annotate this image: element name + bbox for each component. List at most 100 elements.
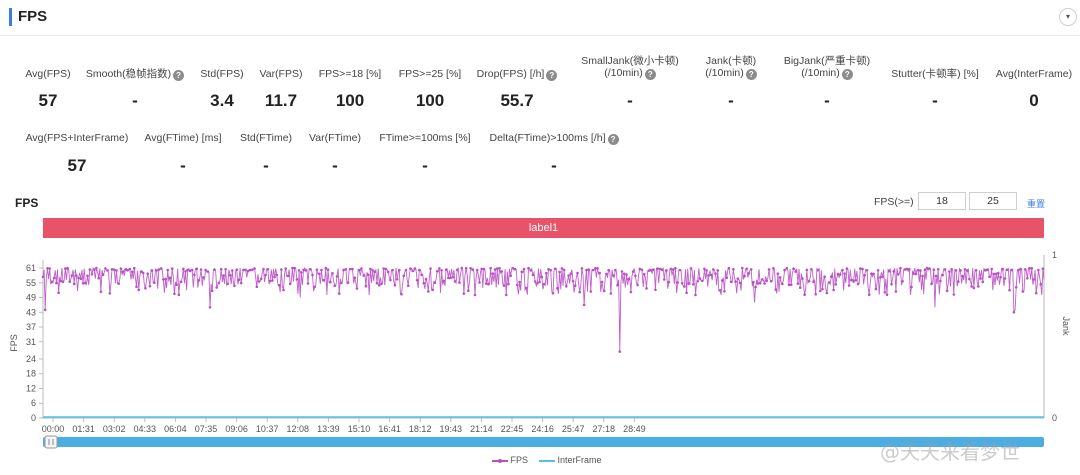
fps-point (774, 288, 777, 291)
metric-delta-ftime: Delta(FTime)>100ms [/h]? - (479, 132, 629, 175)
fps-point (239, 281, 243, 285)
fps-point (77, 276, 80, 280)
help-icon[interactable]: ? (644, 69, 656, 80)
fps-point (315, 268, 319, 272)
reset-link[interactable]: 重置 (1027, 199, 1046, 209)
fps-point (754, 285, 757, 289)
help-icon[interactable]: ? (745, 69, 757, 80)
fps-point (179, 280, 183, 284)
collapse-icon[interactable]: ▾ (1059, 8, 1077, 26)
fps-point (362, 274, 366, 277)
metric-label-text: Avg(FPS) (25, 68, 71, 80)
fps-point (683, 285, 686, 288)
fps-point (68, 280, 71, 284)
metric-label: FPS>=18 [%] (275, 68, 425, 80)
fps-point (271, 279, 274, 282)
y-tick-label: 0 (31, 413, 36, 423)
fps-point (444, 268, 448, 272)
fps-point (150, 269, 154, 272)
fps-point (257, 280, 261, 283)
fps-point (845, 267, 849, 270)
fps-point (1032, 278, 1036, 281)
fps-point (222, 274, 225, 277)
fps-point (836, 272, 840, 276)
fps-point (284, 267, 288, 270)
legend-fps[interactable]: FPS (492, 455, 528, 465)
fps-point (177, 293, 181, 297)
fps-point (647, 269, 650, 273)
fps-point (464, 267, 468, 270)
metric-value: - (332, 156, 338, 175)
fps-point (589, 290, 593, 293)
label-bar[interactable]: label1 (43, 218, 1044, 238)
fps-point (380, 282, 383, 286)
fps-point (573, 284, 577, 288)
y2-tick-label: 0 (1052, 413, 1057, 423)
fps-point (248, 268, 252, 272)
fps-point (1021, 290, 1025, 293)
fps-point (558, 270, 561, 274)
fps-point (1014, 286, 1018, 289)
help-icon[interactable]: ? (607, 134, 619, 145)
metric-label2-text: (/10min) (705, 67, 744, 79)
watermark: @天天来看梦世 (880, 440, 1020, 464)
fps-point (881, 275, 884, 279)
fps-point (992, 272, 996, 276)
fps-point (732, 268, 735, 271)
help-icon[interactable]: ? (841, 69, 853, 80)
fps-point (217, 281, 221, 285)
fps-point (798, 286, 802, 290)
fps-point (816, 268, 820, 272)
fps-point (705, 269, 708, 272)
fps-point (164, 277, 167, 281)
fps-point (104, 267, 107, 270)
fps-point (511, 266, 515, 270)
help-icon[interactable]: ? (546, 70, 558, 81)
fps-point (807, 279, 811, 283)
fps-point (983, 268, 987, 272)
fps-point (634, 274, 637, 278)
fps-point (729, 280, 733, 284)
fps-point (144, 286, 147, 290)
fps-point (513, 267, 517, 271)
fps-point (193, 273, 196, 277)
fps-point (210, 289, 214, 293)
fps-point (188, 269, 192, 273)
help-icon[interactable]: ? (173, 70, 185, 81)
fps-point (204, 268, 207, 272)
fps-point (391, 268, 394, 272)
metric-label: Std(FTime) (191, 132, 341, 144)
fps-threshold-input-1[interactable] (918, 192, 966, 210)
fps-point (709, 273, 713, 277)
fps-point (55, 281, 58, 285)
fps-point (921, 274, 924, 278)
range-slider-handle[interactable] (44, 435, 58, 449)
fps-point (113, 268, 116, 272)
fps-point (280, 268, 283, 271)
fps-point (676, 281, 679, 284)
fps-point (765, 279, 768, 283)
fps-point (518, 280, 521, 284)
fps-point (313, 285, 317, 289)
fps-point (999, 276, 1002, 279)
fps-point (311, 273, 314, 277)
fps-point (184, 270, 187, 273)
fps-point (324, 266, 328, 270)
fps-point (725, 276, 728, 280)
fps-point (404, 268, 408, 272)
fps-point (778, 276, 782, 279)
fps-point (153, 281, 156, 285)
fps-point (669, 267, 673, 271)
y-tick-label: 61 (26, 263, 36, 273)
fps-point (671, 268, 675, 271)
fps-point (282, 288, 285, 292)
fps-point (106, 269, 109, 272)
metric-label: Std(FPS) (147, 68, 297, 80)
fps-point (651, 268, 655, 272)
fps-point (504, 293, 508, 297)
fps-point (736, 277, 740, 281)
legend-interframe[interactable]: InterFrame (539, 455, 602, 465)
y-tick-label: 37 (26, 322, 36, 332)
fps-threshold-input-2[interactable] (969, 192, 1017, 210)
metric-value: 100 (335, 91, 365, 110)
